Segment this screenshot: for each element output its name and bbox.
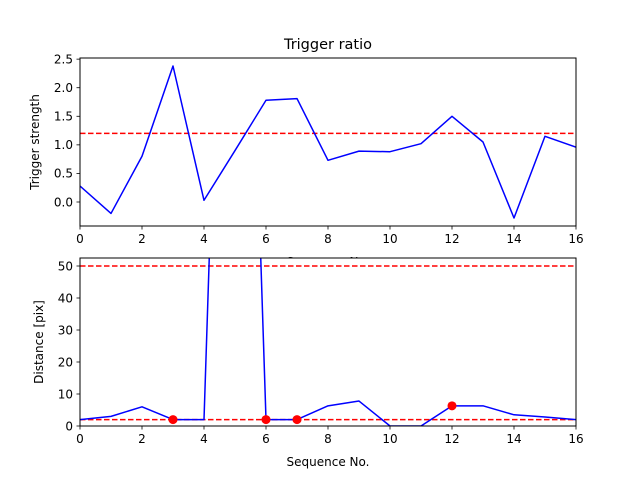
- top-x-tick-label: 6: [262, 232, 270, 246]
- top-y-ticks: 0.0 0.5 1.0 1.5 2.0 2.5: [54, 52, 80, 209]
- bottom-plot-background: [80, 258, 576, 426]
- top-y-tick-label: 1.0: [54, 138, 73, 152]
- bottom-y-tick-label: 0: [65, 419, 73, 433]
- top-x-tick-label: 2: [138, 232, 146, 246]
- bottom-x-tick-label: 0: [76, 432, 84, 446]
- bottom-y-axis-label: Distance [pix]: [32, 300, 46, 384]
- bottom-y-ticks: 0 10 20 30 40 50: [58, 259, 80, 433]
- top-subplot: 0 2 4 6 8 10 12 14 16 0.0 0.5 1.0 1.5 2.0 2.5 Trigger…: [28, 37, 584, 269]
- bottom-data-marker: [447, 401, 457, 411]
- bottom-plot-area: [80, 258, 576, 426]
- bottom-x-tick-label: 2: [138, 432, 146, 446]
- bottom-y-tick-label: 40: [58, 291, 73, 305]
- bottom-x-tick-label: 14: [506, 432, 521, 446]
- top-y-tick-label: 0.0: [54, 195, 73, 209]
- bottom-data-marker: [292, 415, 302, 425]
- top-y-tick-label: 2.5: [54, 52, 73, 66]
- top-plot-area: [80, 65, 576, 219]
- bottom-x-tick-label: 10: [382, 432, 397, 446]
- top-x-ticks: 0 2 4 6 8 10 12 14 16: [76, 226, 584, 246]
- top-y-tick-label: 1.5: [54, 110, 73, 124]
- bottom-x-tick-label: 8: [324, 432, 332, 446]
- bottom-y-tick-label: 10: [58, 387, 73, 401]
- bottom-x-axis-label: Sequence No.: [287, 455, 370, 469]
- top-x-tick-label: 0: [76, 232, 84, 246]
- bottom-series-line: [80, 258, 576, 426]
- bottom-x-tick-label: 12: [444, 432, 459, 446]
- top-x-tick-label: 14: [506, 232, 521, 246]
- top-chart-title: Trigger ratio: [283, 37, 372, 53]
- top-x-tick-label: 10: [382, 232, 397, 246]
- top-y-tick-label: 2.0: [54, 81, 73, 95]
- top-series-line: [80, 65, 576, 219]
- top-x-tick-label: 4: [200, 232, 208, 246]
- top-y-axis-label: Trigger strength: [28, 94, 42, 191]
- bottom-y-tick-label: 30: [58, 323, 73, 337]
- bottom-subplot: 0 2 4 6 8 10 12 14 16 0 10 20 30 40 50 Sequence No. D…: [32, 257, 584, 469]
- bottom-x-tick-label: 4: [200, 432, 208, 446]
- bottom-x-tick-label: 6: [262, 432, 270, 446]
- top-x-tick-label: 16: [568, 232, 583, 246]
- top-x-tick-label: 12: [444, 232, 459, 246]
- bottom-x-tick-label: 16: [568, 432, 583, 446]
- top-x-tick-label: 8: [324, 232, 332, 246]
- bottom-y-tick-label: 20: [58, 355, 73, 369]
- top-y-tick-label: 0.5: [54, 167, 73, 181]
- bottom-y-tick-label: 50: [58, 259, 73, 273]
- bottom-x-ticks: 0 2 4 6 8 10 12 14 16: [76, 426, 584, 446]
- bottom-data-marker: [168, 415, 178, 425]
- bottom-data-marker: [261, 415, 271, 425]
